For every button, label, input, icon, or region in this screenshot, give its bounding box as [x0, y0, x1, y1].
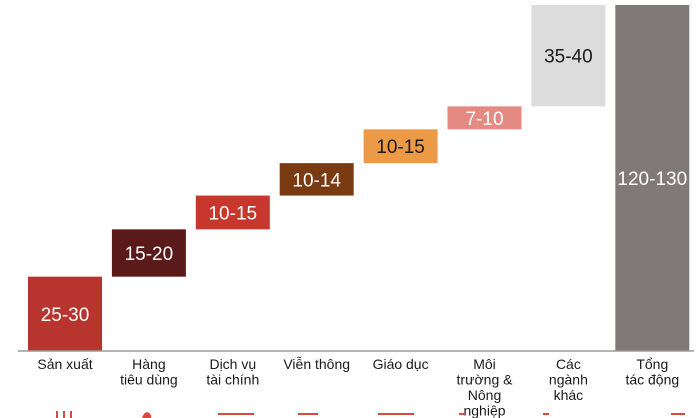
- bar: [363, 129, 438, 164]
- factory-icon-part: [63, 411, 65, 418]
- category-label: Các: [556, 356, 581, 372]
- category-icons-strip: [56, 411, 685, 418]
- category-label: tiêu dùng: [120, 372, 178, 388]
- bar-value-label: 15-20: [125, 244, 174, 265]
- category-label: Giáo dục: [373, 356, 429, 372]
- category-label: Môi: [473, 356, 496, 372]
- bar: [111, 229, 186, 277]
- shopping-bag-icon: [142, 412, 152, 418]
- category-label: ngành: [549, 372, 588, 388]
- category-label: tác động: [625, 372, 679, 388]
- category-label: trường &: [457, 372, 514, 388]
- bar-value-label: 25-30: [41, 305, 90, 326]
- bar: [447, 106, 522, 130]
- category-label: nghiệp: [463, 403, 505, 418]
- sum-icon: [671, 413, 685, 415]
- bar: [615, 5, 690, 351]
- bar: [279, 163, 354, 196]
- category-label: tài chính: [206, 372, 259, 388]
- bank-icon: [218, 413, 254, 415]
- bar-value-label: 10-15: [208, 203, 257, 224]
- category-label: Tổng: [636, 356, 668, 372]
- bar: [195, 195, 270, 230]
- book-icon: [378, 413, 414, 415]
- category-label: Dịch vụ: [209, 356, 256, 372]
- factory-icon: [56, 411, 58, 418]
- bar-value-label: 35-40: [544, 47, 593, 68]
- bar: [531, 5, 606, 107]
- bar-value-label: 7-10: [465, 109, 503, 130]
- factory-icon-part: [70, 411, 72, 418]
- phone-icon: [298, 413, 318, 415]
- category-label: Hàng: [132, 356, 165, 372]
- bar-value-label: 10-14: [292, 170, 341, 191]
- category-label: khác: [554, 387, 584, 403]
- globe-icon: [543, 413, 549, 415]
- category-label: Sản xuất: [37, 356, 92, 372]
- bar-value-label: 120-130: [617, 169, 687, 190]
- leaf-icon: [459, 413, 465, 415]
- bar: [28, 276, 102, 351]
- category-label: Viễn thông: [283, 356, 350, 372]
- category-label: Nông: [468, 387, 501, 403]
- bars-group: 25-30 15-20 10-15 10-14 10-15 7-10 35-40 120-13…: [28, 5, 690, 351]
- bar-value-label: 10-15: [376, 137, 425, 158]
